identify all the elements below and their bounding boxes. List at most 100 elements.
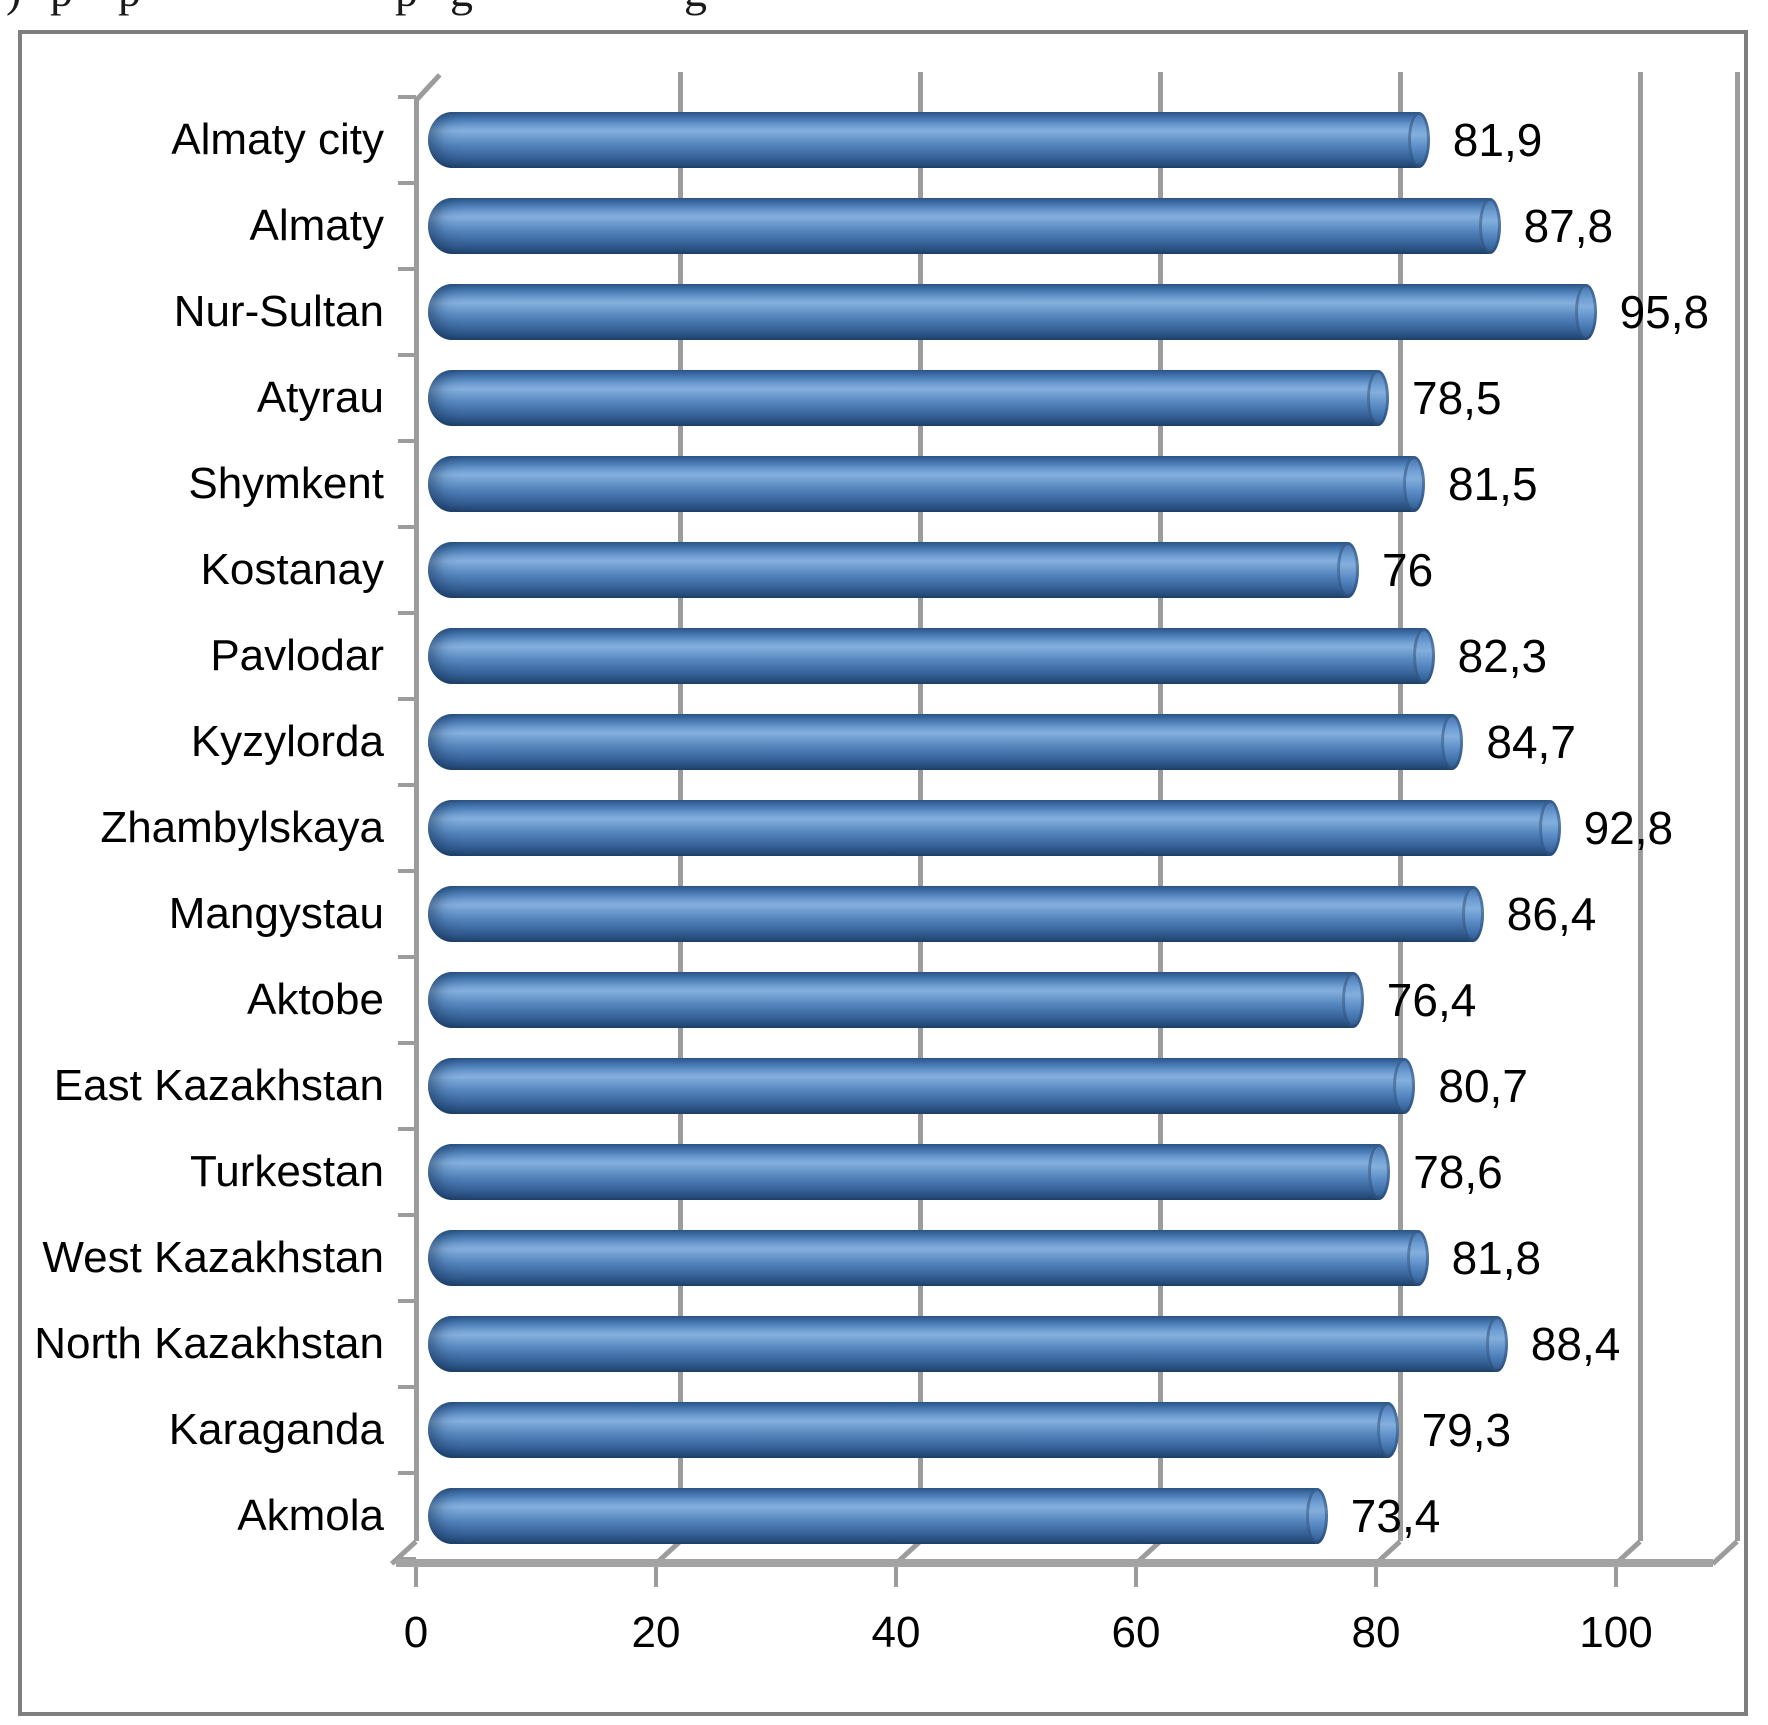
category-tick: [398, 697, 416, 701]
category-tick: [398, 611, 416, 615]
bar: [428, 1488, 1328, 1544]
category-tick: [398, 955, 416, 959]
bar-cap: [1574, 284, 1597, 340]
bar: [428, 370, 1389, 426]
bar-cap: [1368, 1144, 1391, 1200]
x-tick-label: 80: [1351, 1608, 1401, 1657]
category-label: West Kazakhstan: [42, 1233, 384, 1282]
category-label: Akmola: [237, 1491, 384, 1540]
bar-cap: [1337, 542, 1359, 598]
value-label: 79,3: [1421, 1404, 1512, 1456]
bar-cap: [1441, 714, 1464, 770]
plot-right-edge: [1735, 72, 1740, 1541]
value-label: 80,7: [1438, 1060, 1528, 1112]
bar-cap: [1478, 198, 1501, 254]
bar-cap: [1407, 112, 1430, 168]
x-tick-label: 100: [1579, 1608, 1653, 1657]
value-label: 78,5: [1412, 372, 1502, 424]
category-tick: [398, 181, 416, 185]
category-tick: [398, 783, 416, 787]
cropped-caption-fragments: ) p p p g g: [0, 0, 1768, 16]
bar-cap: [1367, 370, 1389, 426]
value-axis-line: [396, 1559, 1713, 1567]
category-label: Karaganda: [168, 1405, 384, 1454]
x-tick: [654, 1567, 658, 1587]
cropped-text-fragment: g: [684, 0, 707, 16]
bar: [428, 714, 1464, 770]
category-tick: [398, 1385, 416, 1389]
category-label: Shymkent: [188, 459, 384, 508]
bar: [428, 112, 1430, 168]
bar: [428, 1316, 1508, 1372]
category-tick: [398, 353, 416, 357]
bar-cap: [1403, 456, 1425, 512]
bar-cap: [1461, 886, 1484, 942]
bar: [428, 284, 1597, 340]
category-label: Kostanay: [200, 545, 384, 594]
category-tick: [398, 1041, 416, 1045]
wall-top-bevel: [414, 72, 442, 103]
value-label: 95,8: [1619, 286, 1710, 338]
category-label: Kyzylorda: [190, 717, 384, 766]
value-label: 78,6: [1413, 1146, 1503, 1198]
value-label: 81,9: [1452, 114, 1543, 166]
x-tick-label: 60: [1111, 1608, 1161, 1657]
category-tick: [398, 525, 416, 529]
value-label: 92,8: [1583, 802, 1674, 854]
category-tick: [398, 1127, 416, 1131]
x-tick-label: 0: [403, 1608, 429, 1657]
bar-cap: [1538, 800, 1561, 856]
bar-cap: [1485, 1316, 1508, 1372]
x-tick: [1134, 1567, 1138, 1587]
value-label: 82,3: [1457, 630, 1548, 682]
value-label: 73,4: [1350, 1490, 1441, 1542]
bar-cap: [1376, 1402, 1399, 1458]
cropped-text-fragment: p: [395, 0, 418, 16]
value-label: 76,4: [1386, 974, 1477, 1026]
category-axis-line: [414, 97, 419, 1541]
bar-cap: [1412, 628, 1435, 684]
bar: [428, 628, 1435, 684]
bar: [428, 1230, 1429, 1286]
bar-cap: [1393, 1058, 1416, 1114]
category-tick: [398, 1471, 416, 1475]
value-label: 87,8: [1523, 200, 1614, 252]
cropped-text-fragment: p: [118, 0, 141, 16]
cropped-text-fragment: p: [50, 0, 73, 16]
bar: [428, 1402, 1399, 1458]
value-label: 81,8: [1451, 1232, 1542, 1284]
category-label: East Kazakhstan: [53, 1061, 384, 1110]
x-tick-label: 20: [631, 1608, 681, 1657]
bar: [428, 972, 1364, 1028]
category-label: Atyrau: [256, 373, 384, 422]
bar: [428, 198, 1501, 254]
bar: [428, 800, 1561, 856]
category-tick: [398, 439, 416, 443]
category-label: Mangystau: [168, 889, 384, 938]
bar-cap: [1406, 1230, 1429, 1286]
chart-outer-border: [18, 30, 1748, 1716]
x-tick: [894, 1567, 898, 1587]
bar: [428, 542, 1359, 598]
x-tick: [1614, 1567, 1618, 1587]
value-label: 84,7: [1486, 716, 1576, 768]
cropped-text-fragment: g: [450, 0, 473, 16]
category-label: Nur-Sultan: [173, 287, 384, 336]
value-label: 76: [1382, 544, 1434, 596]
category-tick: [398, 869, 416, 873]
bar: [428, 456, 1425, 512]
category-label: Almaty: [249, 201, 384, 250]
value-label: 86,4: [1506, 888, 1597, 940]
category-label: North Kazakhstan: [34, 1319, 384, 1368]
value-label: 88,4: [1530, 1318, 1621, 1370]
category-tick: [398, 1299, 416, 1303]
category-label: Zhambylskaya: [100, 803, 384, 852]
category-tick: [398, 1213, 416, 1217]
bar-cap: [1305, 1488, 1328, 1544]
category-label: Aktobe: [247, 975, 384, 1024]
cropped-text-fragment: ): [6, 0, 21, 16]
category-tick: [398, 95, 416, 99]
x-tick: [414, 1567, 418, 1587]
bar: [428, 1144, 1391, 1200]
